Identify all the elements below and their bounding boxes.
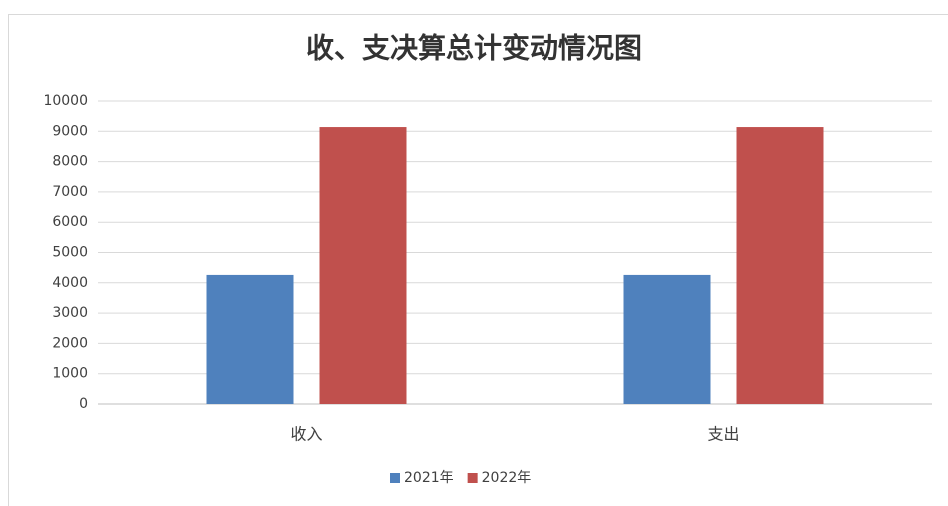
- bar: [736, 127, 824, 405]
- legend-swatch: [467, 473, 478, 483]
- y-tick-label: 2000: [52, 335, 88, 351]
- y-tick-label: 8000: [52, 154, 88, 170]
- x-tick-label: 支出: [707, 425, 739, 444]
- legend-label: 2022年: [482, 470, 532, 486]
- y-tick-label: 5000: [52, 245, 88, 261]
- y-tick-label: 7000: [52, 184, 88, 200]
- bar: [319, 127, 407, 405]
- y-tick-label: 6000: [52, 214, 88, 230]
- y-tick-label: 0: [79, 396, 88, 412]
- y-tick-label: 3000: [52, 305, 88, 321]
- y-tick-label: 10000: [43, 93, 88, 109]
- y-tick-label: 1000: [52, 366, 88, 382]
- y-tick-label: 9000: [52, 123, 88, 139]
- chart-title: 收、支决算总计变动情况图: [306, 32, 642, 65]
- bar: [623, 274, 711, 404]
- bar: [206, 274, 294, 404]
- legend-label: 2021年: [404, 470, 454, 486]
- legend-swatch: [390, 473, 400, 483]
- x-tick-label: 收入: [290, 425, 322, 444]
- y-tick-label: 4000: [52, 275, 88, 291]
